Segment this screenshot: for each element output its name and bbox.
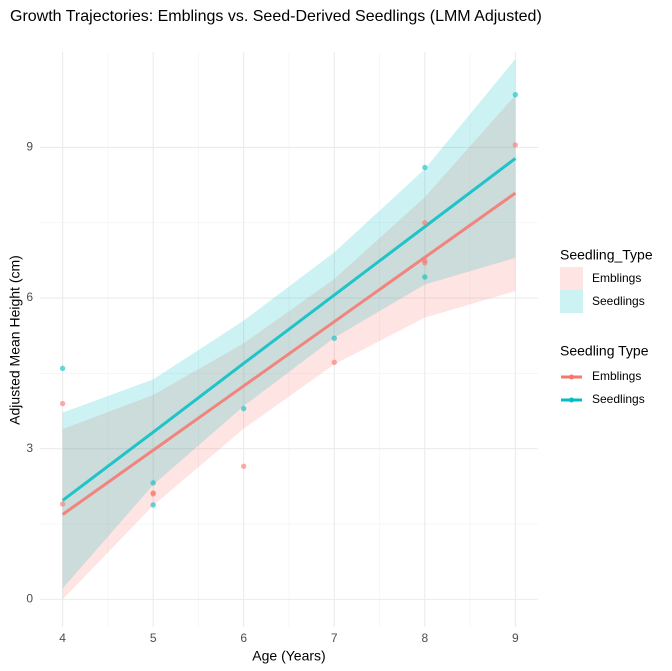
data-point (241, 463, 247, 470)
data-point (331, 359, 337, 366)
data-point (150, 490, 156, 496)
ribbons (62, 59, 516, 600)
confidence-ribbon (62, 59, 516, 589)
fit-line (61, 191, 517, 516)
y-tick-label: 3 (26, 441, 33, 455)
legend-label: Seedlings (592, 392, 645, 406)
legend-title: Seedling_Type (560, 247, 653, 263)
legend-label: Emblings (592, 271, 641, 285)
chart-title: Growth Trajectories: Emblings vs. Seed-D… (10, 8, 542, 25)
points (59, 91, 519, 508)
x-tick-label: 6 (240, 631, 247, 645)
x-tick-label: 7 (331, 631, 338, 645)
x-axis-title: Age (Years) (252, 648, 325, 664)
grid (40, 52, 538, 627)
data-point (241, 405, 247, 412)
y-tick-label: 6 (26, 290, 33, 304)
y-axis-title: Adjusted Mean Height (cm) (7, 255, 23, 425)
data-point (59, 400, 66, 407)
data-point (422, 257, 428, 264)
lines (61, 157, 517, 516)
x-tick-label: 9 (512, 631, 519, 645)
data-point (59, 501, 66, 507)
data-point (150, 480, 156, 486)
y-tick-label: 9 (26, 140, 33, 154)
legend-key (560, 290, 583, 313)
y-tick-label: 0 (26, 592, 33, 606)
data-point (150, 502, 156, 508)
x-tick-label: 5 (150, 631, 157, 645)
data-point (512, 142, 519, 148)
data-point (331, 335, 337, 341)
legend-title: Seedling Type (560, 343, 649, 359)
legend: Seedling_Type Emblings Seedlings Seedling T… (560, 247, 653, 406)
legend-key (569, 374, 574, 380)
legend-label: Seedlings (592, 294, 645, 308)
fit-line (61, 157, 517, 502)
legend-key (569, 397, 574, 403)
legend-label: Emblings (592, 369, 641, 383)
data-point (512, 91, 519, 98)
confidence-ribbon (62, 95, 516, 600)
data-point (59, 365, 66, 372)
x-tick-label: 4 (59, 631, 66, 645)
x-tick-label: 8 (421, 631, 428, 645)
data-point (422, 220, 428, 226)
data-point (422, 164, 428, 171)
legend-key (560, 267, 583, 290)
data-point (422, 274, 428, 280)
